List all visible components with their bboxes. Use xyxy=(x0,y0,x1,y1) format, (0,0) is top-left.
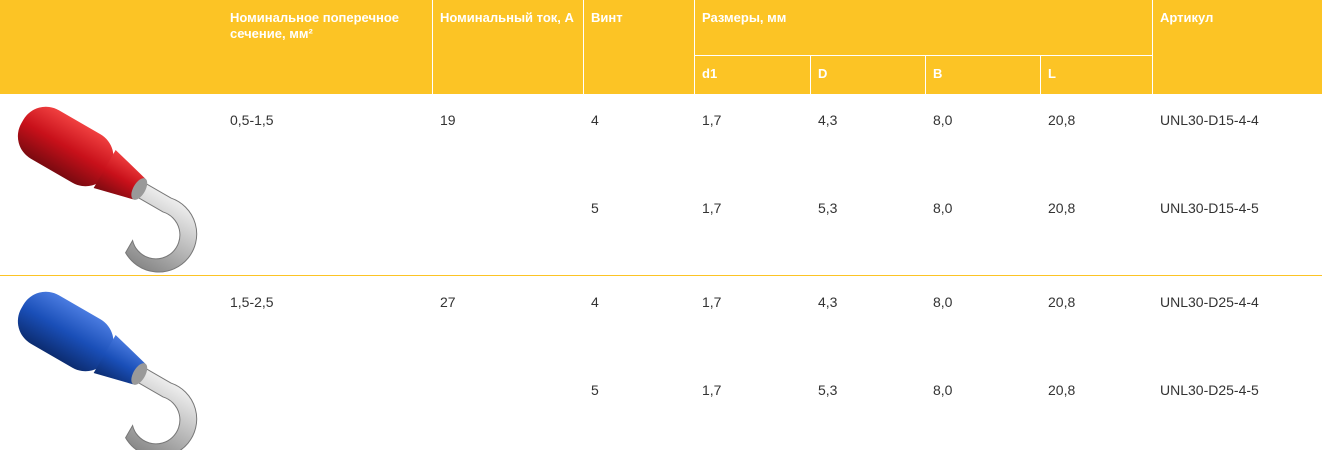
table-cell: 1,7 xyxy=(702,294,721,310)
table-cell: 1,7 xyxy=(702,112,721,128)
table-cell: 1,7 xyxy=(702,382,721,398)
page: {"header": {"columns": ["Номинальное поп… xyxy=(0,0,1322,450)
table-cell: 20,8 xyxy=(1048,382,1075,398)
table-cell: 5,3 xyxy=(818,200,837,216)
table-cell: 20,8 xyxy=(1048,200,1075,216)
subcolumn-header: D xyxy=(818,66,827,82)
header-separator xyxy=(810,55,811,94)
table-cell: UNL30-D25-4-4 xyxy=(1160,294,1259,310)
column-header: Артикул xyxy=(1160,10,1300,26)
table-cell: 8,0 xyxy=(933,382,952,398)
column-header: Номинальный ток, А xyxy=(440,10,580,26)
table-cell: 8,0 xyxy=(933,112,952,128)
group-divider xyxy=(0,275,1322,276)
current: 19 xyxy=(440,112,456,128)
table-cell: 8,0 xyxy=(933,200,952,216)
red-terminal xyxy=(0,97,220,286)
table-cell: 8,0 xyxy=(933,294,952,310)
table-cell: 20,8 xyxy=(1048,112,1075,128)
header-separator xyxy=(583,0,584,94)
cross-section: 0,5-1,5 xyxy=(230,112,274,128)
cross-section: 1,5-2,5 xyxy=(230,294,274,310)
table-cell: 5,3 xyxy=(818,382,837,398)
header-separator xyxy=(1152,0,1153,94)
subcolumn-header: L xyxy=(1048,66,1056,82)
current: 27 xyxy=(440,294,456,310)
table-cell: 1,7 xyxy=(702,200,721,216)
table-cell: 4,3 xyxy=(818,112,837,128)
header-separator xyxy=(432,0,433,94)
table-cell: UNL30-D15-4-5 xyxy=(1160,200,1259,216)
product-images xyxy=(0,94,222,450)
table-cell: 5 xyxy=(591,200,599,216)
header-separator xyxy=(925,55,926,94)
table-cell: UNL30-D25-4-5 xyxy=(1160,382,1259,398)
column-header: Размеры, мм xyxy=(702,10,842,26)
subcolumn-header: d1 xyxy=(702,66,717,82)
blue-terminal xyxy=(0,282,220,450)
table-cell: UNL30-D15-4-4 xyxy=(1160,112,1259,128)
table-cell: 5 xyxy=(591,382,599,398)
header-divider xyxy=(694,55,1152,56)
column-header: Номинальное поперечное сечение, мм² xyxy=(230,10,410,42)
table-cell: 4 xyxy=(591,294,599,310)
table-cell: 20,8 xyxy=(1048,294,1075,310)
header-separator xyxy=(1040,55,1041,94)
table-cell: 4,3 xyxy=(818,294,837,310)
table-cell: 4 xyxy=(591,112,599,128)
subcolumn-header: B xyxy=(933,66,942,82)
